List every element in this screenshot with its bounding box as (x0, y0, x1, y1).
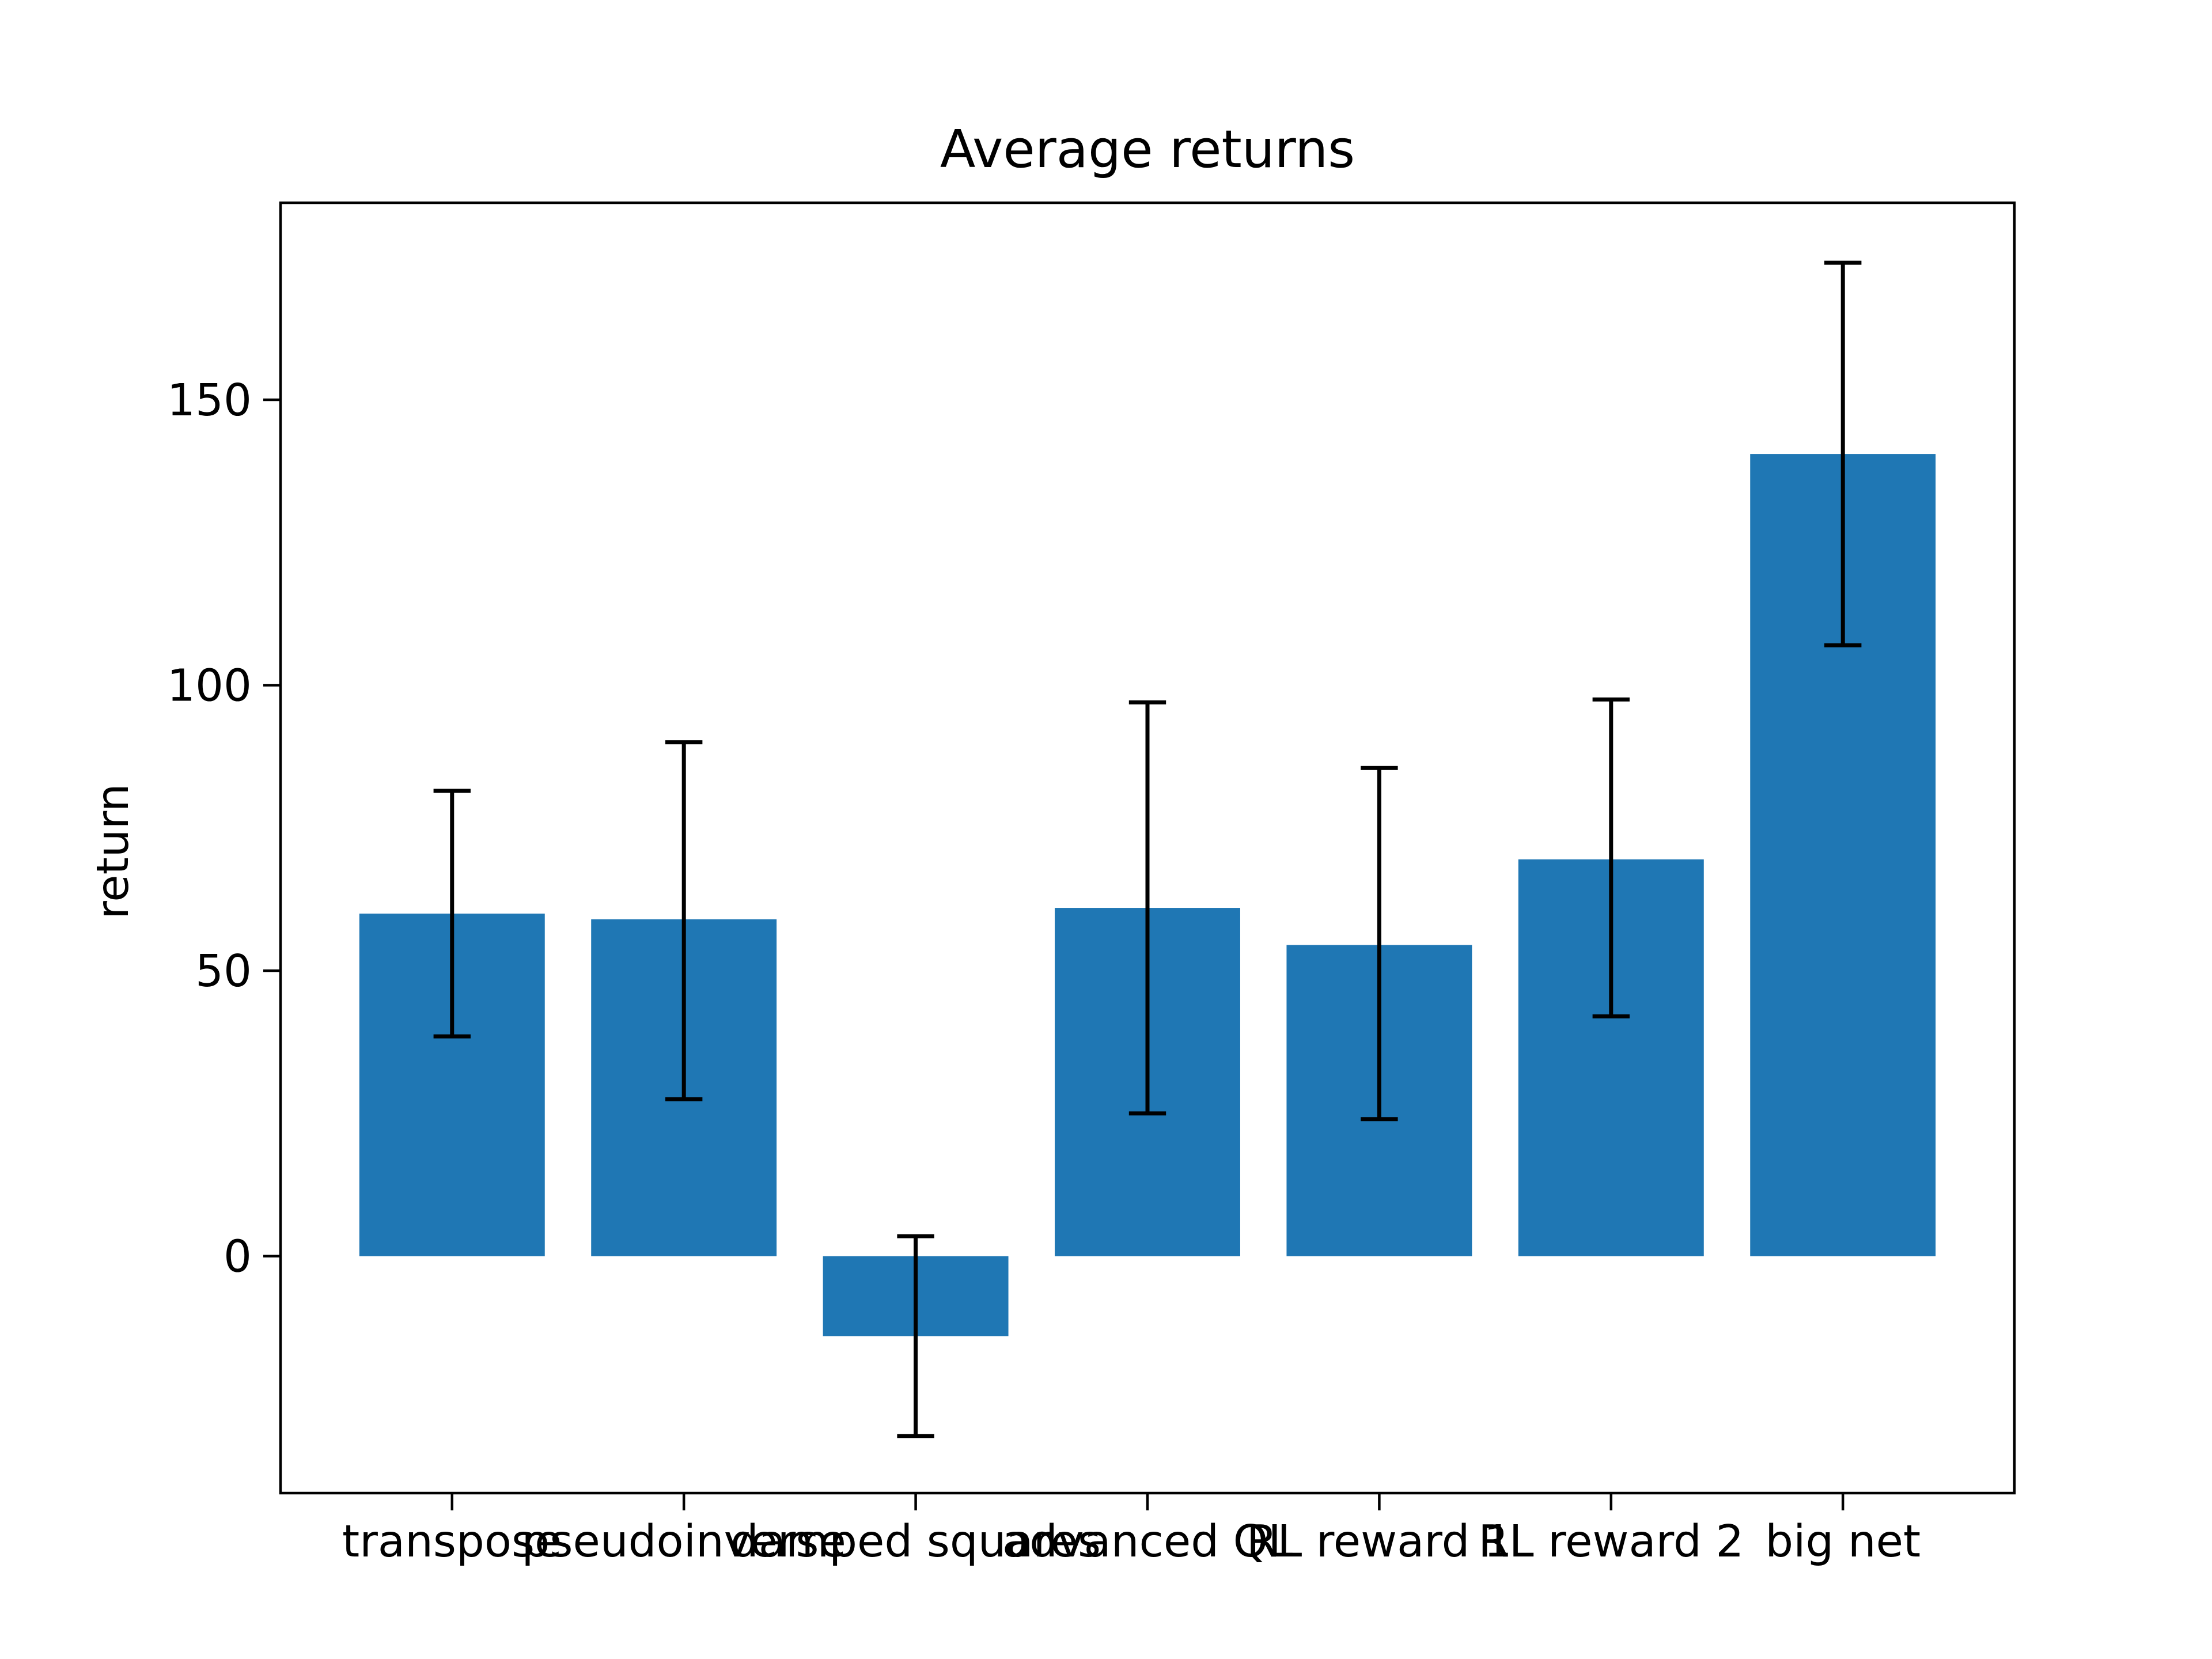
y-axis-label: return (88, 783, 139, 919)
error-bar-damped-squares (897, 1234, 934, 1438)
x-tick-label: RL reward 2 (1478, 1516, 1744, 1567)
x-tick-label: big net (1765, 1516, 1921, 1567)
y-tick-label: 100 (167, 661, 252, 712)
error-bar-pseudoinverse (665, 740, 703, 1101)
error-bar-rl-reward-1 (1361, 766, 1398, 1122)
x-tick-label: pseudoinverse (521, 1516, 846, 1567)
error-bar-transpose (433, 789, 471, 1039)
x-tick-label: advanced QL (1002, 1516, 1293, 1567)
error-bar-advanced-ql (1128, 700, 1166, 1116)
error-bar-big-net (1824, 260, 1862, 647)
x-tick-label: damped squares (730, 1516, 1101, 1567)
x-tick-label: transpose (342, 1516, 562, 1567)
y-tick-label: 50 (195, 946, 252, 997)
error-bar-rl-reward-2 (1592, 697, 1630, 1018)
error-bars (433, 260, 1862, 1438)
x-tick-label: RL reward 1 (1247, 1516, 1512, 1567)
y-tick-label: 0 (224, 1232, 252, 1283)
chart-title: Average returns (940, 119, 1355, 180)
y-tick-label: 150 (167, 375, 252, 426)
y-axis: 0 50 100 150 (167, 375, 281, 1283)
